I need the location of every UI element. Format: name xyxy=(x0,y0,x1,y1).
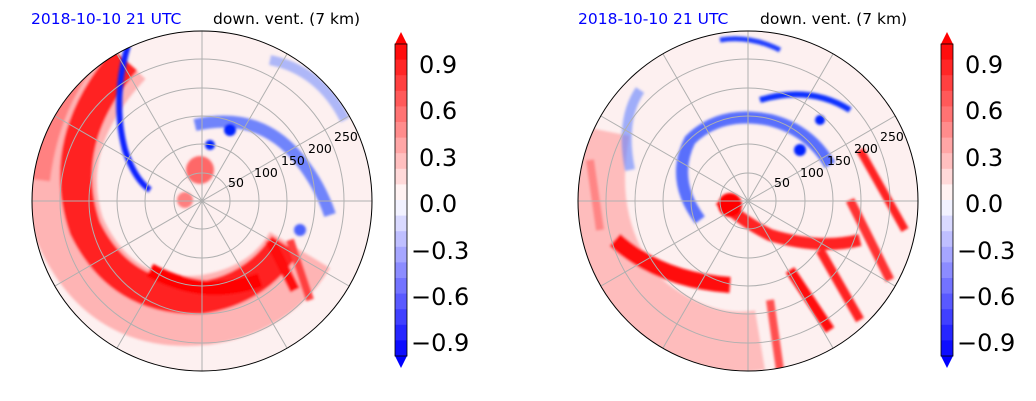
colorbar-level-block xyxy=(395,324,407,341)
colorbar-right-extend-top xyxy=(941,32,953,44)
colorbar-level-block xyxy=(941,59,953,76)
colorbar-level-block xyxy=(941,293,953,310)
panel-left: 2018-10-10 21 UTC down. vent. (7 km) xyxy=(31,10,469,372)
colorbar-level-block xyxy=(941,246,953,263)
colorbar-level-block xyxy=(395,200,407,217)
radial-tick-label: 200 xyxy=(854,141,878,156)
colorbar-level-block xyxy=(941,324,953,341)
colorbar-tick-label: 0.0 xyxy=(419,190,457,218)
colorbar-right: 0.9 0.6 0.3 0.0 −0.3 −0.6 −0.9 xyxy=(940,32,1015,368)
radial-tick-label: 100 xyxy=(800,165,824,180)
colorbar-level-block xyxy=(395,262,407,279)
grid-right xyxy=(578,31,918,371)
colorbar-tick-label: −0.3 xyxy=(411,237,469,265)
colorbar-level-block xyxy=(395,309,407,326)
colorbar-level-block xyxy=(395,168,407,185)
panel-right: 2018-10-10 21 UTC down. vent. (7 km) xyxy=(577,10,1015,372)
colorbar-tick-label: 0.0 xyxy=(965,190,1003,218)
colorbar-level-block xyxy=(941,231,953,248)
radial-tick-label: 150 xyxy=(281,153,305,168)
colorbar-level-block xyxy=(941,215,953,232)
colorbar-level-block xyxy=(395,184,407,201)
colorbar-left-extend-bottom xyxy=(395,356,407,368)
colorbar-level-block xyxy=(395,137,407,154)
colorbar-level-block xyxy=(395,75,407,92)
colorbar-level-block xyxy=(395,215,407,232)
radial-tick-label: 200 xyxy=(308,141,332,156)
colorbar-tick-label: 0.3 xyxy=(965,144,1003,172)
colorbar-left-outline xyxy=(394,43,408,357)
radial-labels-right: 50 100 150 200 250 xyxy=(774,129,904,190)
colorbar-right-blocks xyxy=(941,44,953,357)
colorbar-tick-label: −0.6 xyxy=(411,283,469,311)
colorbar-level-block xyxy=(941,168,953,185)
colorbar-tick-label: −0.3 xyxy=(957,237,1015,265)
colorbar-tick-label: 0.9 xyxy=(419,51,457,79)
colorbar-level-block xyxy=(395,59,407,76)
polar-plot-left xyxy=(32,31,372,371)
radial-tick-label: 150 xyxy=(827,153,851,168)
colorbar-level-block xyxy=(941,309,953,326)
title-time-right: 2018-10-10 21 UTC xyxy=(578,10,728,28)
colorbar-level-block xyxy=(395,153,407,170)
title-time-left: 2018-10-10 21 UTC xyxy=(31,10,181,28)
grid-left xyxy=(32,31,372,371)
colorbar-tick-label: 0.6 xyxy=(965,97,1003,125)
colorbar-left-ticks: 0.9 0.6 0.3 0.0 −0.3 −0.6 −0.9 xyxy=(411,51,469,357)
radial-tick-label: 50 xyxy=(228,175,244,190)
colorbar-level-block xyxy=(395,278,407,295)
colorbar-level-block xyxy=(395,106,407,123)
colorbar-level-block xyxy=(941,90,953,107)
colorbar-tick-label: −0.6 xyxy=(957,283,1015,311)
colorbar-tick-label: −0.9 xyxy=(411,329,469,357)
colorbar-level-block xyxy=(941,340,953,357)
colorbar-left-blocks xyxy=(395,44,407,357)
colorbar-tick-label: 0.3 xyxy=(419,144,457,172)
colorbar-level-block xyxy=(941,262,953,279)
colorbar-level-block xyxy=(941,75,953,92)
colorbar-right-outline xyxy=(940,43,954,357)
colorbar-tick-label: 0.6 xyxy=(419,97,457,125)
colorbar-level-block xyxy=(941,153,953,170)
colorbar-right-ticks: 0.9 0.6 0.3 0.0 −0.3 −0.6 −0.9 xyxy=(957,51,1015,357)
colorbar-level-block xyxy=(395,231,407,248)
colorbar-tick-label: −0.9 xyxy=(957,329,1015,357)
colorbar-level-block xyxy=(395,44,407,61)
radial-tick-label: 250 xyxy=(880,129,904,144)
radial-tick-label: 250 xyxy=(334,129,358,144)
colorbar-level-block xyxy=(941,106,953,123)
colorbar-level-block xyxy=(941,44,953,61)
colorbar-left-extend-top xyxy=(395,32,407,44)
red-rainband-left xyxy=(32,31,331,346)
colorbar-level-block xyxy=(395,246,407,263)
blue-band-left xyxy=(116,44,350,236)
colorbar-level-block xyxy=(395,340,407,357)
colorbar-right-extend-bottom xyxy=(941,356,953,368)
plot-border-right xyxy=(577,30,919,372)
colorbar-level-block xyxy=(395,293,407,310)
colorbar-level-block xyxy=(395,90,407,107)
radial-labels-left: 50 100 150 200 250 xyxy=(228,129,358,190)
plot-border-left xyxy=(31,30,373,372)
colorbar-level-block xyxy=(941,278,953,295)
radial-tick-label: 50 xyxy=(774,175,790,190)
title-variable-right: down. vent. (7 km) xyxy=(760,10,907,28)
colorbar-level-block xyxy=(941,122,953,139)
colorbar-level-block xyxy=(941,137,953,154)
colorbar-level-block xyxy=(941,184,953,201)
colorbar-left: 0.9 0.6 0.3 0.0 −0.3 −0.6 −0.9 xyxy=(394,32,469,368)
colorbar-tick-label: 0.9 xyxy=(965,51,1003,79)
colorbar-level-block xyxy=(941,200,953,217)
title-variable-left: down. vent. (7 km) xyxy=(213,10,360,28)
colorbar-level-block xyxy=(395,122,407,139)
polar-plot-right xyxy=(578,31,918,371)
radial-tick-label: 100 xyxy=(254,165,278,180)
